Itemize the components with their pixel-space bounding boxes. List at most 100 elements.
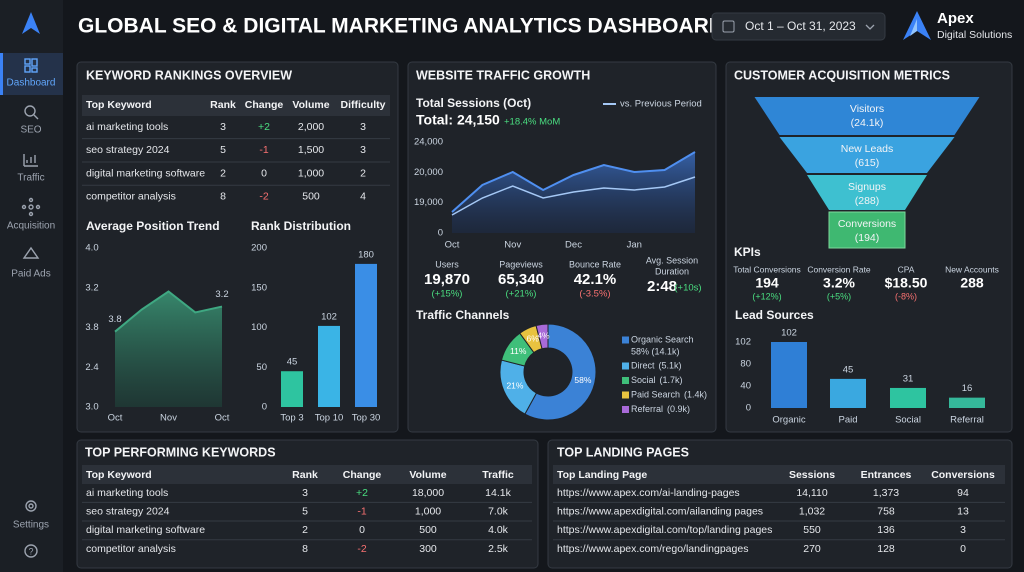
legend-detail: (0.9k): [667, 404, 690, 414]
table-cell: seo strategy 2024: [86, 144, 170, 156]
sessions-label: Total Sessions (Oct): [416, 96, 531, 110]
funnel-value: (615): [855, 157, 880, 169]
legend-detail: (5.1k): [659, 360, 682, 370]
table-cell: digital marketing software: [86, 167, 205, 179]
table-cell: 1,000: [298, 167, 324, 179]
nav-settings[interactable]: Settings: [13, 520, 49, 531]
nav-item[interactable]: Paid Ads: [11, 269, 50, 280]
table-header-bg: [82, 95, 390, 116]
section-title: Traffic Channels: [416, 308, 510, 322]
data-label: 16: [962, 383, 973, 394]
column-header: Volume: [292, 99, 329, 111]
y-tick-label: 3.2: [85, 282, 98, 293]
nav-item[interactable]: Dashboard: [7, 78, 56, 89]
table-cell: 8: [302, 543, 308, 555]
metric-label: Avg. Session: [646, 255, 698, 265]
y-tick-label: 2.4: [85, 362, 98, 373]
table-cell: https://www.apex.com/ai-landing-pages: [557, 487, 740, 499]
metric-label: Duration: [655, 266, 689, 276]
legend-label: vs. Previous Period: [620, 99, 702, 110]
table-cell: -2: [259, 191, 268, 203]
funnel-stage: [754, 97, 980, 135]
data-label: 31: [903, 373, 914, 384]
table-cell: 3: [302, 487, 308, 499]
y-tick-label: 200: [251, 243, 267, 254]
panel-title: CUSTOMER ACQUISITION METRICS: [734, 68, 950, 82]
table-cell: 136: [877, 524, 895, 536]
table-cell: 7.0k: [488, 505, 509, 517]
legend-label: Paid Search: [631, 389, 680, 399]
table-header-bg: [82, 465, 532, 484]
legend-swatch: [622, 406, 629, 413]
table-cell: ai marketing tools: [86, 487, 168, 499]
x-tick-label: Social: [895, 415, 921, 426]
kpi-value: $18.50: [885, 275, 928, 291]
help-icon[interactable]: ?: [28, 546, 33, 556]
table-cell: 550: [803, 524, 821, 536]
funnel-label: Conversions: [838, 218, 896, 230]
table-cell: +2: [356, 487, 368, 499]
nav-active-bar: [0, 53, 3, 95]
section-title: Lead Sources: [735, 308, 814, 322]
table-cell: ai marketing tools: [86, 121, 168, 133]
metric-change: (+15%): [432, 289, 463, 300]
table-cell: 3: [220, 121, 226, 133]
data-label: 3.8: [108, 314, 121, 325]
table-cell: 1,373: [873, 487, 899, 499]
chart-title: Average Position Trend: [86, 219, 220, 233]
y-tick-label: 3.8: [85, 322, 98, 333]
x-tick-label: Oct: [215, 413, 230, 424]
y-tick-label: 102: [735, 337, 751, 348]
table-cell: 3: [360, 121, 366, 133]
column-header: Conversions: [931, 469, 995, 481]
data-label: 21%: [506, 381, 523, 391]
table-cell: 270: [803, 543, 821, 555]
y-tick-label: 20,000: [414, 167, 443, 178]
x-tick-label: Nov: [160, 413, 177, 424]
table-cell: 128: [877, 543, 895, 555]
legend-swatch: [622, 391, 629, 399]
data-label: 58%: [574, 375, 591, 385]
kpi-value: 288: [960, 275, 984, 291]
column-header: Top Keyword: [86, 99, 152, 111]
metric-change: (-3.5%): [579, 289, 610, 300]
table-cell: https://www.apex.com/rego/landingpages: [557, 543, 748, 555]
table-cell: -1: [259, 144, 268, 156]
nav-item[interactable]: SEO: [20, 125, 41, 136]
y-tick-label: 150: [251, 282, 267, 293]
metric-change: (+10s): [674, 283, 701, 294]
x-tick-label: Jan: [627, 240, 642, 251]
data-label: 45: [843, 364, 854, 375]
date-picker[interactable]: [711, 12, 886, 41]
kpi-value: 3.2%: [823, 275, 855, 291]
x-tick-label: Nov: [504, 240, 521, 251]
table-cell: 2.5k: [488, 543, 509, 555]
column-header: Sessions: [789, 469, 835, 481]
table-cell: -2: [357, 543, 366, 555]
x-tick-label: Dec: [565, 240, 582, 251]
x-tick-label: Oct: [108, 413, 123, 424]
legend-label: Referral: [631, 404, 663, 414]
date-range[interactable]: Oct 1 – Oct 31, 2023: [745, 19, 856, 33]
nav-item[interactable]: Traffic: [17, 173, 44, 184]
table-header-bg: [553, 465, 1005, 484]
metric-value: 19,870: [424, 271, 470, 288]
table-cell: competitor analysis: [86, 543, 176, 555]
table-cell: 18,000: [412, 487, 444, 499]
table-cell: 14.1k: [485, 487, 511, 499]
table-cell: competitor analysis: [86, 191, 176, 203]
y-tick-label: 50: [256, 362, 267, 373]
table-cell: seo strategy 2024: [86, 505, 170, 517]
column-header: Change: [245, 99, 284, 111]
kpi-label: Conversion Rate: [807, 264, 871, 274]
y-tick-label: 0: [438, 228, 443, 239]
table-cell: 5: [302, 505, 308, 517]
kpi-label: New Accounts: [945, 264, 999, 274]
brand-subtitle: Digital Solutions: [937, 29, 1012, 41]
chart-title: Rank Distribution: [251, 219, 351, 233]
table-cell: 5: [220, 144, 226, 156]
funnel-stage: [779, 137, 955, 173]
nav-item[interactable]: Acquisition: [7, 221, 55, 232]
